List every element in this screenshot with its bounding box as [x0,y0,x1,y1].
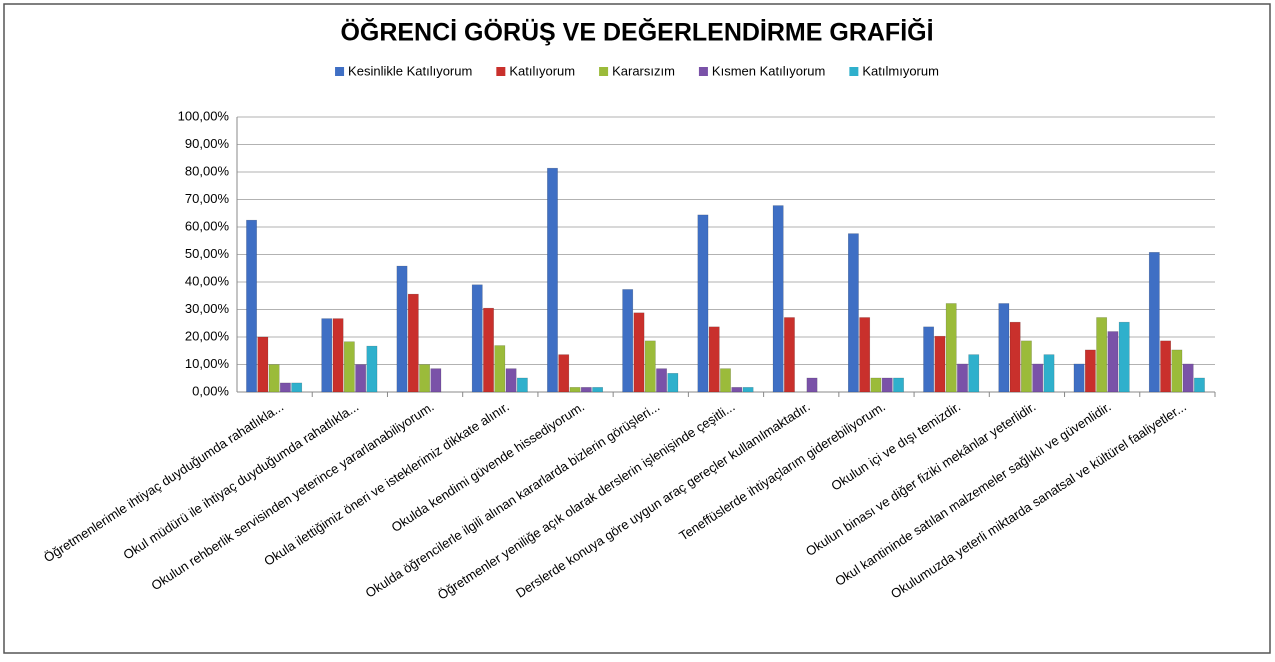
bar [923,326,935,393]
bar [742,387,754,393]
bar [516,377,528,393]
legend-label: Kesinlikle Katılıyorum [348,63,472,78]
bar [1009,321,1021,393]
bar [257,336,269,393]
chart-title: ÖĞRENCİ GÖRÜŞ VE DEĞERLENDİRME GRAFİĞİ [340,18,933,47]
bar [483,307,494,393]
y-tick-label: 90,00% [185,136,230,151]
legend-label: Kararsızım [612,63,675,78]
legend-label: Katılıyorum [509,63,575,78]
bar [430,368,442,393]
legend: Kesinlikle Katılıyorum Katılıyorum Kararsı… [335,63,939,78]
bar [1096,317,1108,393]
y-tick-label: 70,00% [185,191,230,206]
bar [1182,363,1194,393]
legend-swatch [849,67,859,76]
bar [494,345,506,393]
bar [505,368,517,393]
bar [1160,340,1171,393]
bar [1118,321,1130,393]
bar [633,312,645,393]
bar [772,205,784,393]
bar [321,318,333,393]
y-tick-label: 40,00% [185,273,230,288]
bar [859,317,871,393]
bar [957,363,968,393]
bar [1084,349,1096,393]
bar [1043,354,1055,393]
bar [1073,363,1085,393]
bar [471,284,483,393]
bar [881,377,893,393]
bar [622,289,634,393]
bar [968,354,980,393]
bar [708,326,720,393]
bar [934,335,946,393]
bar [893,377,904,393]
bar [291,382,303,393]
bar [246,219,257,393]
bar [355,364,367,393]
bar [558,354,570,393]
y-tick-label: 20,00% [185,328,230,343]
legend-swatch [698,67,708,76]
bar [592,387,604,393]
bar [419,364,430,393]
bar [848,233,859,393]
bar [580,387,592,393]
bar [343,341,355,393]
bar [1171,349,1183,393]
y-tick-label: 80,00% [185,163,230,178]
bar [332,318,344,393]
bar [720,368,731,393]
bar [1021,340,1032,393]
y-tick-label: 60,00% [185,218,230,233]
bar [366,345,378,393]
bar [656,368,667,393]
bar [998,303,1010,393]
y-tick-label: 100,00% [178,108,230,123]
bar [407,293,419,393]
bar [1032,363,1044,393]
legend-swatch [599,67,609,76]
bar [1148,252,1160,393]
bar [945,303,957,393]
legend-label: Kısmen Katılıyorum [712,63,825,78]
bar [268,364,280,393]
bar [569,387,581,393]
bar [697,214,709,393]
bar [1107,331,1119,393]
legend-swatch [496,67,506,76]
y-tick-label: 30,00% [185,301,230,316]
bar [547,167,558,393]
bar [280,382,291,393]
y-tick-label: 50,00% [185,246,230,261]
bar [644,340,656,393]
bar [784,317,795,393]
y-tick-label: 10,00% [185,356,230,371]
bar [806,377,818,393]
y-tick-label: 0,00% [192,383,229,398]
bar [731,387,743,393]
legend-label: Katılmıyorum [862,63,939,78]
bar [667,373,679,393]
legend-swatch [335,67,345,76]
bar [870,377,882,393]
bar [396,265,408,393]
bar [1194,377,1205,393]
